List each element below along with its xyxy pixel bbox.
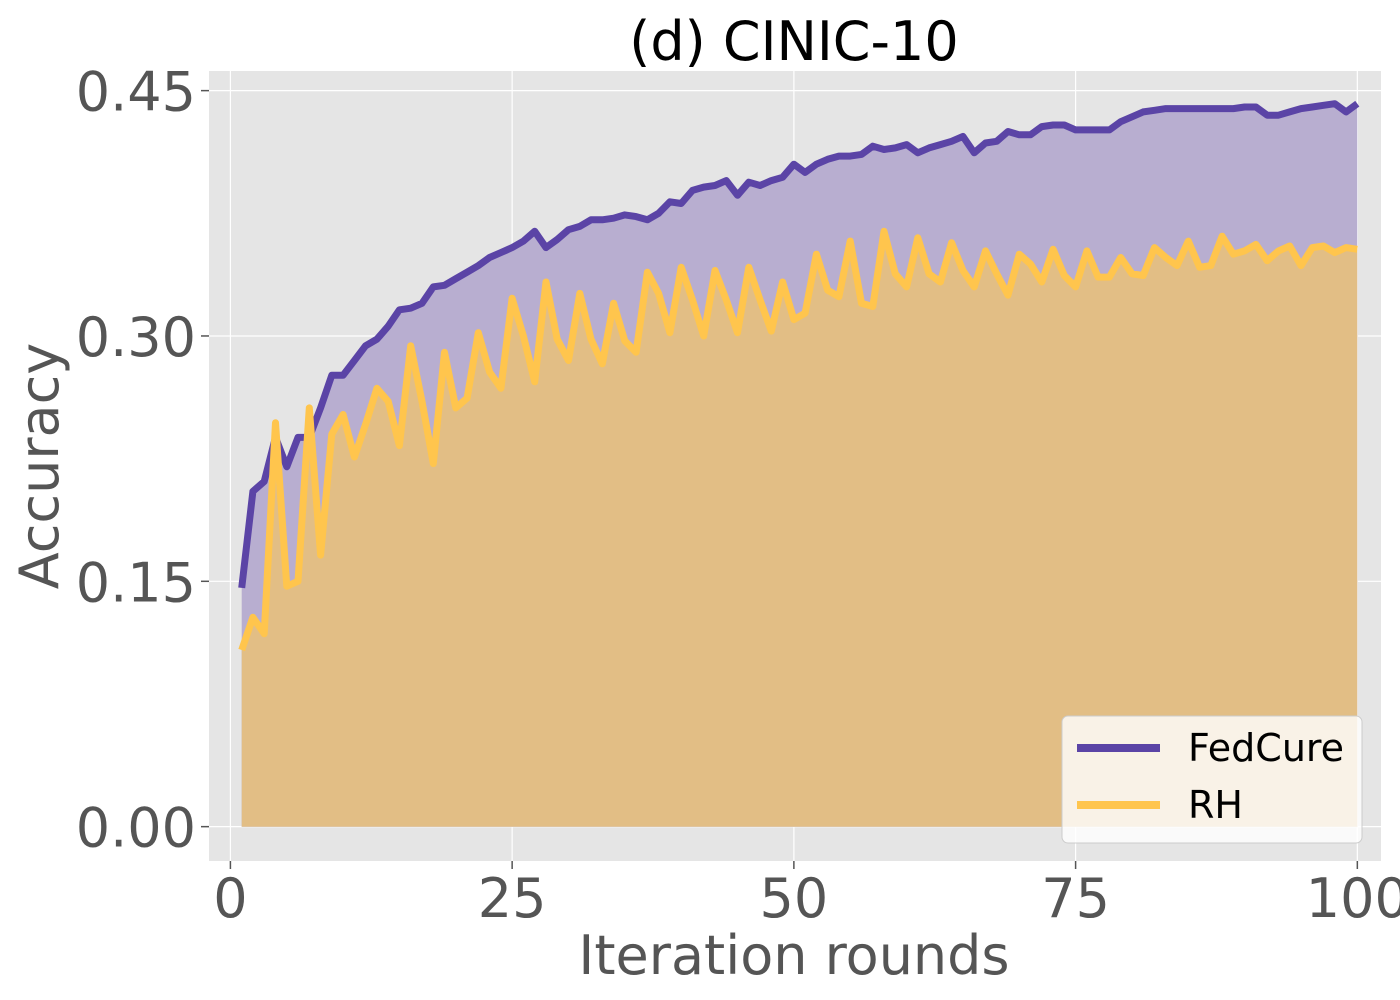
y-axis-ticks: 0.00 0.15 0.30 0.45 (76, 61, 209, 860)
line-rh (238, 227, 1358, 652)
fill-rh (241, 231, 1358, 827)
series-lines (238, 100, 1360, 652)
x-tick-label: 25 (478, 867, 547, 930)
y-tick-label: 0.45 (76, 61, 196, 124)
legend-label-fedcure: FedCure (1188, 726, 1344, 770)
x-axis-label: Iteration rounds (578, 924, 1009, 987)
y-axis-label: Accuracy (8, 343, 71, 590)
chart-title: (d) CINIC-10 (629, 10, 958, 73)
x-tick-label: 0 (213, 867, 247, 930)
x-tick-label: 50 (760, 867, 829, 930)
y-tick-label: 0.15 (76, 551, 196, 614)
x-axis-ticks: 0 25 50 75 100 (213, 861, 1400, 930)
y-tick-label: 0.00 (76, 797, 196, 860)
legend-label-rh: RH (1188, 783, 1243, 827)
legend: FedCure RH (1061, 715, 1363, 844)
line-fedcure (238, 100, 1360, 589)
x-tick-label: 100 (1306, 867, 1400, 930)
y-tick-label: 0.30 (76, 306, 196, 369)
x-tick-label: 75 (1041, 867, 1110, 930)
